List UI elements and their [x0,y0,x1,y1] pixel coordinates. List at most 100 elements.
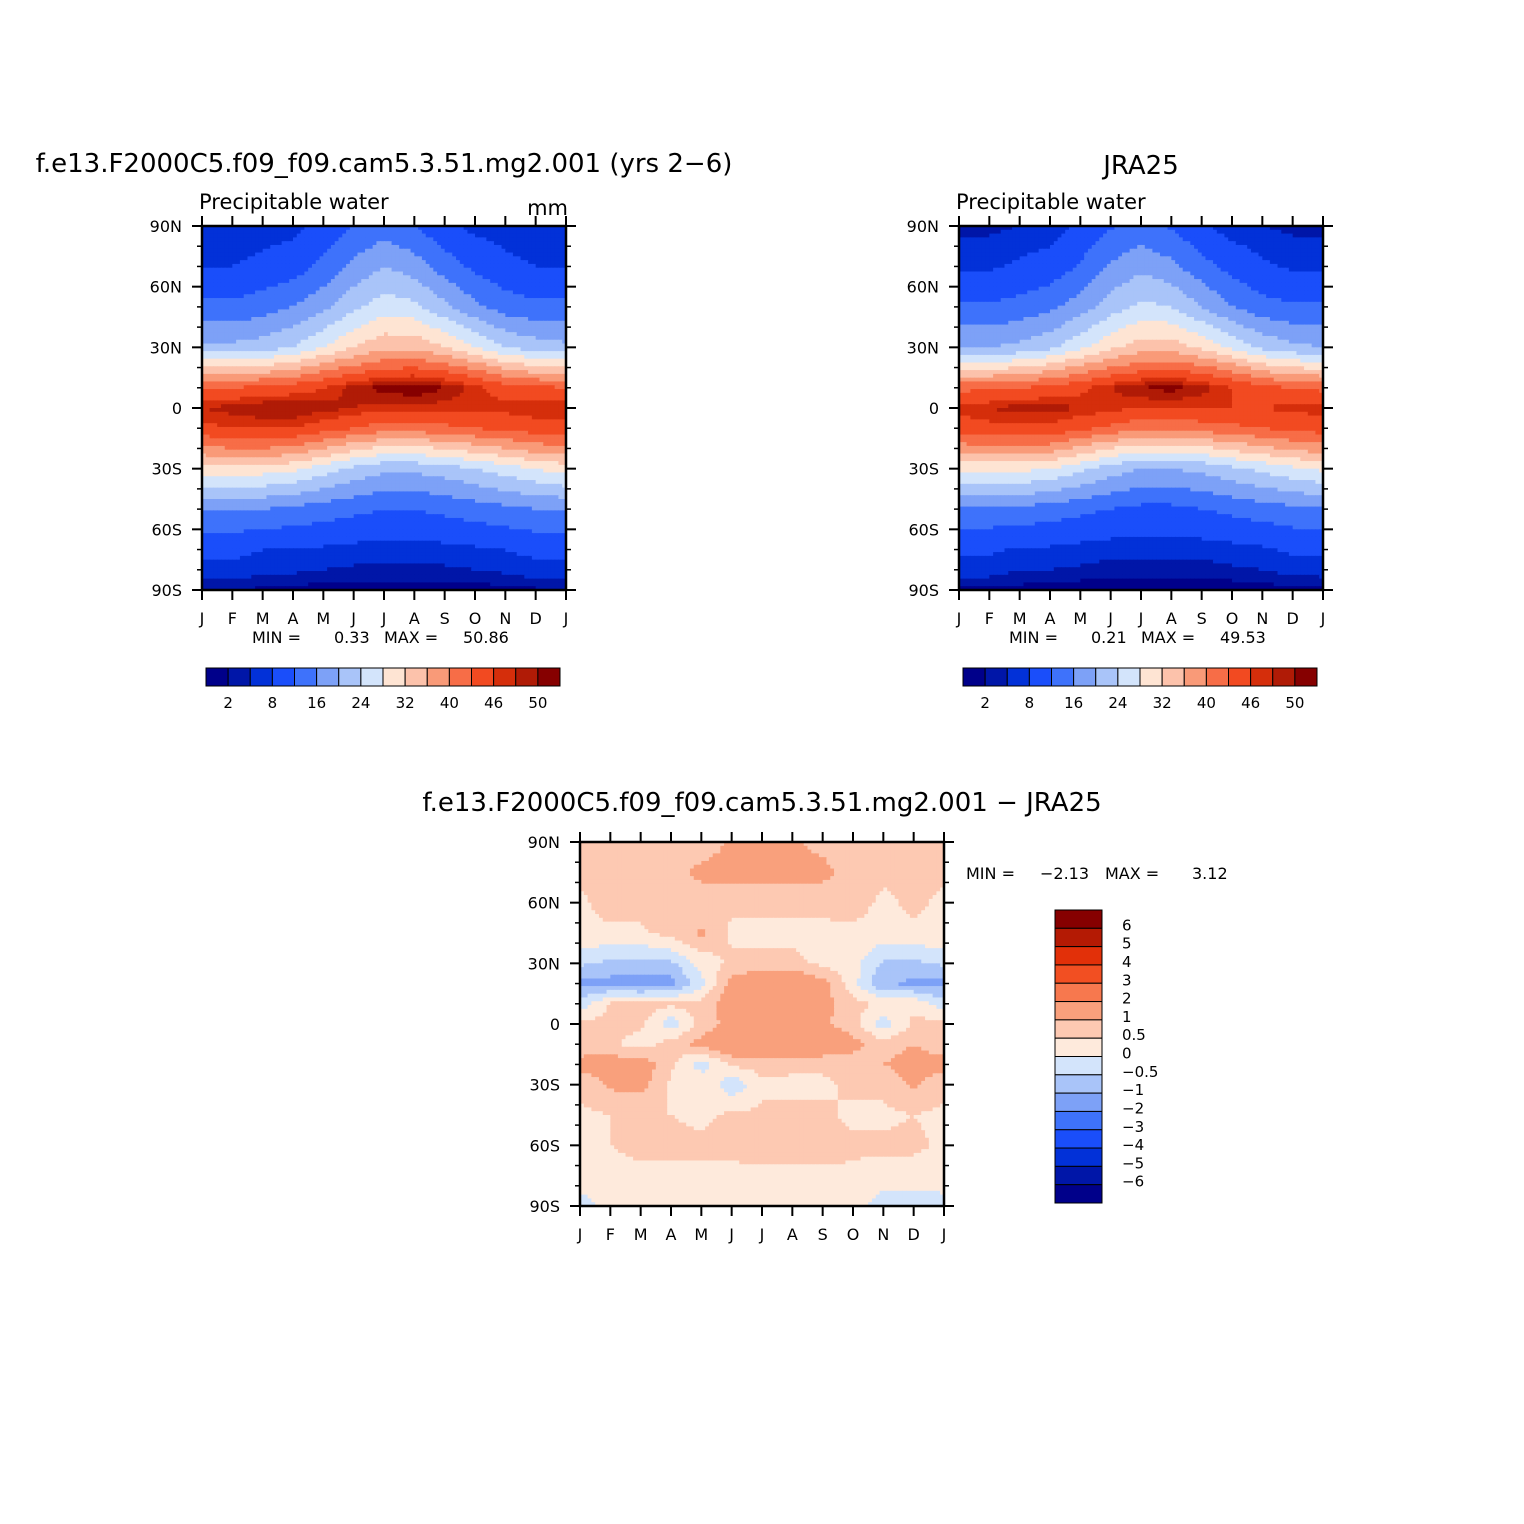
heatmap-cell [512,282,518,288]
heatmap-cell [330,260,336,265]
heatmap-cell [463,404,469,409]
heatmap-cell [558,358,563,364]
heatmap-cell [467,343,472,348]
heatmap-cell [380,229,385,235]
heatmap-cell [448,267,453,273]
heatmap-cell [368,309,374,314]
heatmap-cell [293,335,298,341]
heatmap-cell [501,241,506,246]
heatmap-cell [327,244,332,250]
heatmap-cell [293,408,298,413]
heatmap-cell [509,263,514,269]
heatmap-cell [410,347,415,352]
heatmap-cell [300,404,305,409]
heatmap-cell [497,370,503,375]
heatmap-cell [497,324,503,329]
heatmap-cell [448,279,453,284]
heatmap-cell [357,279,362,284]
heatmap-cell [315,244,321,250]
heatmap-cell [236,271,241,276]
heatmap-cell [361,343,366,348]
heatmap-cell [516,362,522,367]
heatmap-cell [277,351,283,356]
heatmap-cell [220,370,226,375]
heatmap-cell [361,301,366,307]
heatmap-cell [255,396,260,402]
heatmap-cell [346,282,351,288]
heatmap-cell [361,358,366,364]
heatmap-cell [262,343,268,348]
heatmap-cell [357,362,362,367]
heatmap-cell [239,320,245,326]
heatmap-cell [535,233,541,238]
heatmap-cell [562,275,567,280]
heatmap-cell [402,332,408,337]
heatmap-cell [202,358,207,364]
heatmap-cell [202,244,207,250]
heatmap-cell [444,377,450,383]
heatmap-cell [205,332,211,337]
heatmap-cell [357,339,362,345]
heatmap-cell [516,248,522,254]
heatmap-cell [539,286,544,292]
heatmap-cell [220,229,226,235]
heatmap-cell [289,267,294,273]
heatmap-cell [274,351,279,356]
heatmap-cell [475,354,480,360]
heatmap-cell [497,347,503,352]
heatmap-cell [418,298,423,303]
heatmap-cell [202,275,207,280]
heatmap-cell [368,335,374,341]
heatmap-cell [482,328,487,333]
heatmap-cell [463,347,469,352]
heatmap-cell [239,347,245,352]
heatmap-cell [391,335,396,341]
heatmap-cell [232,286,237,292]
heatmap-cell [520,279,525,284]
heatmap-cell [482,309,487,314]
heatmap-cell [224,263,230,269]
heatmap-cell [311,290,317,295]
heatmap-cell [490,335,495,341]
heatmap-cell [289,309,294,314]
heatmap-cell [490,347,495,352]
heatmap-cell [357,408,362,413]
heatmap-cell [232,377,237,383]
heatmap-cell [293,233,298,238]
heatmap-cell [255,233,260,238]
heatmap-cell [524,252,529,257]
heatmap-cell [205,400,211,405]
heatmap-cell [251,377,256,383]
heatmap-cell [311,275,317,280]
heatmap-cell [220,252,226,257]
heatmap-cell [330,237,336,242]
heatmap-cell [410,328,415,333]
heatmap-cell [493,241,499,246]
heatmap-cell [349,226,355,231]
heatmap-cell [459,343,465,348]
heatmap-cell [554,271,560,276]
heatmap-cell [539,358,544,364]
heatmap-cell [444,298,450,303]
heatmap-cell [239,389,245,394]
heatmap-cell [524,404,529,409]
heatmap-cell [509,244,514,250]
heatmap-cell [239,354,245,360]
heatmap-cell [365,320,370,326]
heatmap-cell [456,324,461,329]
heatmap-cell [433,313,438,318]
heatmap-cell [285,415,290,420]
heatmap-cell [315,233,321,238]
heatmap-cell [365,354,370,360]
heatmap-cell [213,392,218,398]
heatmap-cell [311,320,317,326]
heatmap-cell [342,237,347,242]
heatmap-cell [493,381,499,386]
heatmap-cell [387,233,393,238]
heatmap-cell [478,373,484,379]
heatmap-cell [376,408,381,413]
heatmap-cell [327,229,332,235]
heatmap-cell [217,320,222,326]
heatmap-cell [213,301,218,307]
heatmap-cell [543,313,548,318]
